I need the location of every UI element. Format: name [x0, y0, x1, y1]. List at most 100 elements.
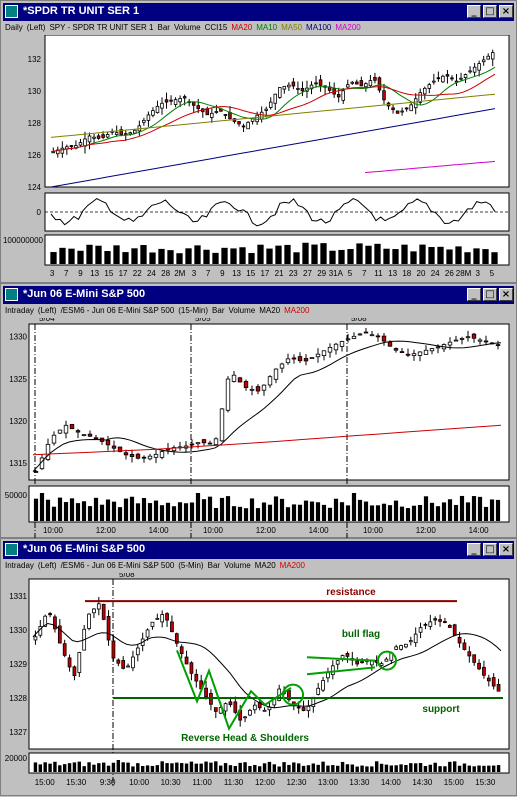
price-candle	[399, 351, 405, 354]
maximize-button[interactable]: □	[483, 288, 497, 301]
volume-bar	[333, 498, 339, 521]
volume-bar	[277, 766, 281, 772]
x-tick-label: 11:30	[224, 778, 244, 787]
volume-bar	[225, 496, 231, 521]
window-titlebar[interactable]: *Jun 06 E-Mini S&P 500 _ □ ×	[3, 286, 514, 304]
price-candle	[223, 703, 228, 712]
volume-bar	[184, 763, 189, 772]
volume-bar	[272, 764, 277, 772]
volume-bar	[392, 249, 399, 264]
volume-bar	[228, 765, 233, 772]
plot-area	[28, 323, 510, 481]
price-candle	[427, 84, 432, 89]
volume-bar	[399, 506, 405, 521]
price-candle	[429, 348, 435, 352]
price-candle	[62, 643, 67, 656]
price-candle	[291, 357, 297, 360]
price-candle	[87, 135, 92, 143]
volume-bar	[111, 762, 116, 772]
x-tick-label: 9	[220, 269, 225, 278]
volume-bar	[33, 498, 39, 521]
volume-bar	[282, 762, 286, 772]
maximize-button[interactable]: □	[483, 543, 497, 556]
legend-item: Intraday	[5, 561, 34, 570]
volume-bar	[171, 506, 177, 521]
x-tick-label: 12:00	[256, 526, 277, 535]
price-candle	[357, 333, 363, 336]
close-button[interactable]: ×	[499, 543, 513, 556]
legend-item: MA200	[279, 561, 306, 570]
x-tick-label: 27	[303, 269, 312, 278]
price-candle	[394, 646, 399, 650]
price-candle	[316, 687, 321, 695]
price-candle	[477, 339, 483, 342]
esm6-15min-chart[interactable]: 1315 1320 1325 1330 5/04 5/05 5/08 50000 10:00 12…	[1, 318, 517, 539]
price-candle	[445, 74, 450, 77]
price-candle	[196, 105, 201, 110]
price-candle	[432, 80, 436, 83]
volume-bar	[455, 246, 462, 264]
volume-bar	[331, 765, 335, 772]
price-candle	[341, 90, 345, 101]
volume-bar	[33, 762, 38, 772]
price-candle	[93, 437, 99, 440]
price-candle	[462, 642, 467, 650]
legend-item: MA20	[254, 561, 276, 570]
price-candle	[184, 656, 189, 665]
esm6-5min-chart[interactable]: 1327 1328 1329 1330 1331 5/08 resistance bull f…	[1, 573, 517, 797]
volume-bar	[145, 765, 150, 772]
close-button[interactable]: ×	[499, 5, 513, 18]
volume-bar	[209, 762, 213, 772]
minimize-button[interactable]: _	[467, 5, 481, 18]
volume-bar	[453, 504, 459, 521]
x-tick-label: 15:00	[444, 778, 465, 787]
price-candle	[51, 434, 57, 444]
price-candle	[496, 684, 501, 692]
volume-bar	[433, 762, 437, 772]
volume-bar	[213, 507, 219, 521]
price-candle	[321, 680, 325, 691]
price-candle	[135, 453, 141, 459]
price-candle	[111, 445, 117, 449]
x-tick-label: 13	[90, 269, 99, 278]
volume-bar	[93, 497, 99, 521]
price-candle	[146, 114, 151, 121]
volume-bar	[375, 505, 381, 521]
volume-bar	[199, 763, 203, 772]
volume-bar	[117, 507, 123, 521]
volume-bar	[257, 766, 262, 772]
volume-bar	[428, 247, 435, 264]
volume-bar	[126, 762, 130, 772]
price-candle	[486, 677, 491, 682]
price-candle	[495, 344, 501, 347]
price-candle	[60, 147, 65, 154]
price-candle	[43, 615, 48, 627]
volume-bar	[189, 502, 195, 521]
volume-bar	[275, 245, 282, 264]
price-candle	[364, 83, 368, 88]
volume-bar	[464, 252, 471, 264]
minimize-button[interactable]: _	[467, 543, 481, 556]
price-candle	[404, 643, 408, 648]
window-titlebar[interactable]: *Jun 06 E-Mini S&P 500 _ □ ×	[3, 541, 514, 559]
volume-bar	[311, 763, 316, 772]
maximize-button[interactable]: □	[483, 5, 497, 18]
volume-bar	[472, 766, 476, 772]
volume-bar	[374, 243, 381, 264]
price-candle	[301, 707, 306, 711]
price-candle	[92, 136, 96, 139]
legend-item: MA20	[259, 306, 281, 315]
x-tick-label: 3	[192, 269, 197, 278]
window-titlebar[interactable]: *SPDR TR UNIT SER 1 _ □ ×	[3, 3, 514, 21]
price-candle	[472, 66, 477, 73]
close-button[interactable]: ×	[499, 288, 513, 301]
price-candle	[155, 105, 160, 114]
price-candle	[129, 453, 135, 457]
volume-bar	[155, 765, 160, 772]
minimize-button[interactable]: _	[467, 288, 481, 301]
legend-item: (Left)	[37, 306, 57, 315]
ma200-line	[32, 424, 502, 456]
volume-bar	[369, 505, 375, 521]
price-candle	[119, 129, 123, 135]
